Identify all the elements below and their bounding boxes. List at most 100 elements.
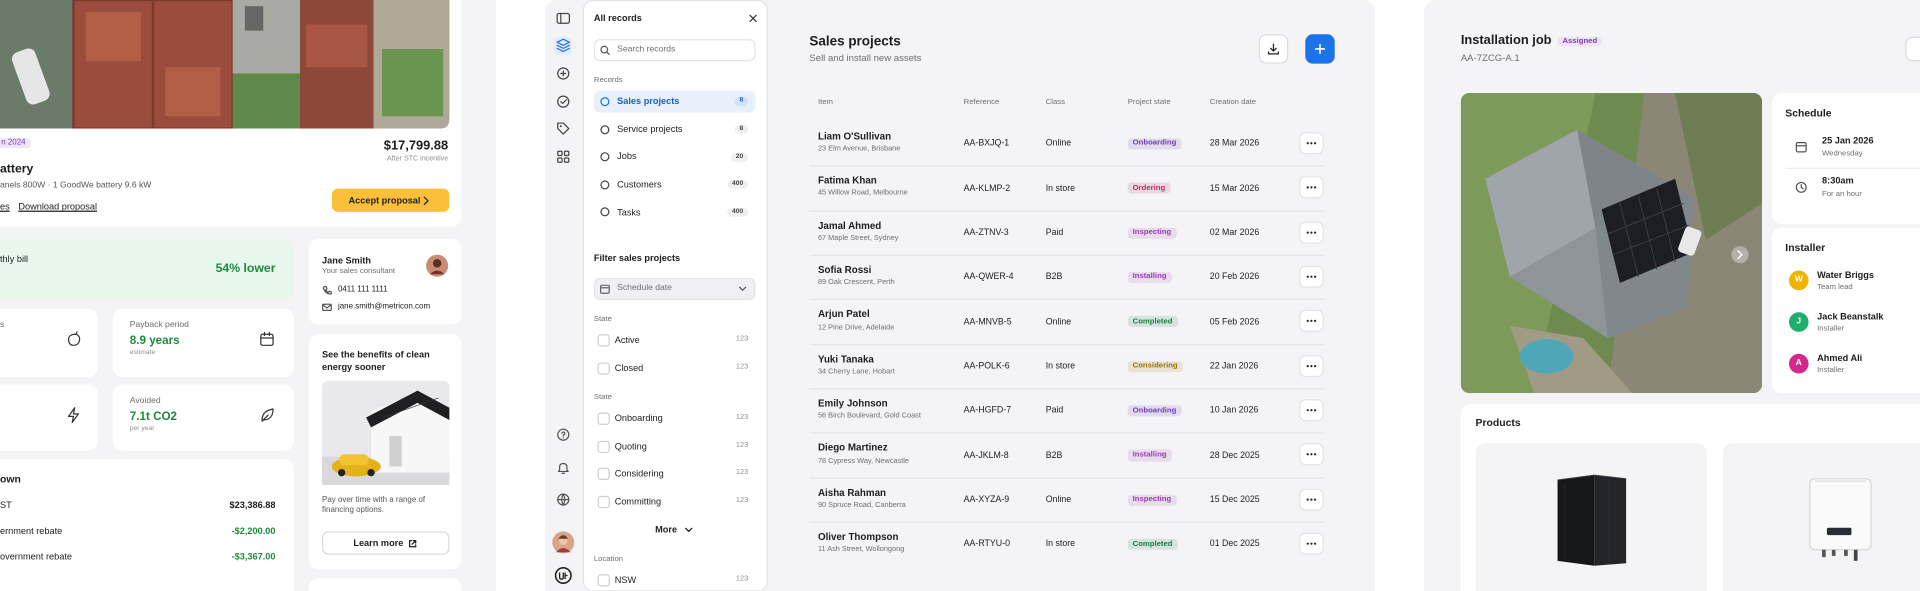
row-class: Paid	[1045, 404, 1064, 416]
filter-option[interactable]: NSW	[614, 574, 637, 586]
row-date: 15 Dec 2025	[1209, 493, 1260, 505]
filter-option[interactable]: Onboarding	[614, 412, 663, 424]
row-name: Aisha Rahman	[817, 486, 887, 498]
divider	[1785, 167, 1920, 169]
option-count: 123	[735, 363, 749, 371]
schedule-duration: For an hour	[1822, 189, 1862, 199]
item-count: 400	[727, 207, 749, 217]
breakdown-label: overnment rebate	[0, 551, 72, 563]
chevron	[423, 196, 429, 206]
checkbox[interactable]	[597, 495, 610, 508]
option-count: 123	[735, 441, 749, 449]
installer-name: Jack Beanstalk	[1817, 311, 1884, 323]
breakdown-value: -$2,200.00	[231, 525, 276, 537]
close-icon	[749, 14, 757, 23]
row-name: Arjun Patel	[817, 308, 870, 320]
column-header: Project state	[1127, 97, 1171, 107]
promo-title: See the benefits of clean energy sooner	[322, 349, 430, 373]
item-count: 400	[727, 180, 749, 190]
filter-option[interactable]: Committing	[614, 495, 662, 507]
state-badge: Considering	[1127, 360, 1183, 373]
proposal-specs: anels 800W · 1 GoodWe battery 9.6 kW	[0, 181, 152, 191]
nav-item[interactable]: Jobs	[617, 150, 637, 163]
search-box[interactable]	[593, 39, 756, 62]
nav-item[interactable]: Service projects	[617, 123, 683, 135]
job-reference: AA-7ZCG-A.1	[1460, 52, 1520, 64]
checkbox[interactable]	[597, 440, 610, 453]
avatar-initial: J	[1796, 317, 1802, 327]
button-label[interactable]: Accept proposal	[348, 194, 421, 206]
filter-option[interactable]: Quoting	[614, 440, 647, 452]
avatar-initial: W	[1794, 276, 1803, 285]
stat-card	[112, 384, 294, 451]
row-reference: AA-ZTNV-3	[963, 226, 1009, 238]
checkbox[interactable]	[597, 334, 610, 347]
option-count: 123	[735, 496, 749, 504]
link[interactable]: es	[0, 200, 10, 212]
row-divider	[809, 477, 1324, 479]
accept-button[interactable]	[331, 188, 450, 212]
chevron	[738, 286, 747, 291]
row-name: Yuki Tanaka	[817, 353, 874, 365]
schedule-card	[1771, 93, 1920, 225]
breakdown-value: -$3,367.00	[231, 551, 276, 563]
nav-item[interactable]: Tasks	[617, 206, 641, 218]
row-class: Online	[1045, 137, 1072, 149]
row-address: 45 Willow Road, Melbourne	[817, 190, 908, 198]
row-reference: AA-BXJQ-1	[963, 137, 1010, 149]
more-button[interactable]: More	[655, 524, 678, 536]
promo-text: Pay over time with a range of financing …	[322, 495, 426, 515]
schedule-time: 8:30am	[1822, 175, 1854, 187]
state-badge: Inspecting	[1127, 494, 1177, 506]
nav-item[interactable]: Customers	[617, 178, 662, 190]
checkbox[interactable]	[597, 412, 610, 425]
checkbox[interactable]	[597, 467, 610, 481]
checkbox[interactable]	[597, 574, 610, 587]
card-title: Schedule	[1785, 107, 1832, 120]
filter-option[interactable]: Closed	[614, 361, 644, 374]
row-reference: AA-JKLM-8	[963, 449, 1009, 461]
dropdown[interactable]	[593, 277, 756, 301]
nav-icon	[556, 38, 571, 53]
breakdown-title: own	[0, 473, 21, 486]
row-name: Jamal Ahmed	[817, 219, 882, 231]
state-badge: Inspecting	[1127, 227, 1177, 239]
stat-value: 8.9 years	[129, 334, 180, 348]
link[interactable]: Download proposal	[18, 200, 98, 212]
row-date: 22 Jan 2026	[1209, 360, 1259, 372]
more-icon	[1306, 542, 1317, 545]
bill-card	[0, 238, 294, 301]
stat-note: per year	[129, 425, 155, 433]
learn-more-button[interactable]	[322, 531, 450, 555]
row-divider	[809, 388, 1324, 390]
filter-option[interactable]: Active	[614, 334, 640, 346]
row-address: 89 Oak Crescent, Perth	[817, 279, 895, 287]
row-date: 15 Mar 2026	[1209, 182, 1260, 194]
row-divider	[809, 521, 1324, 523]
filter-option[interactable]: Considering	[614, 467, 664, 479]
row-class: Online	[1045, 315, 1072, 327]
active-item-bg[interactable]	[593, 90, 756, 113]
checkbox[interactable]	[597, 361, 610, 375]
nav-item[interactable]: Sales projects	[617, 95, 680, 107]
installer-name: Water Briggs	[1817, 269, 1874, 281]
item-icon	[600, 97, 610, 107]
download-icon	[1267, 43, 1279, 55]
user-avatar	[552, 531, 575, 554]
row-divider	[809, 210, 1324, 212]
date-badge: n 2024	[0, 138, 31, 149]
stat-label: Payback period	[129, 321, 189, 330]
calendar-icon	[260, 331, 274, 346]
more-icon	[1306, 364, 1317, 367]
edit-button[interactable]	[1905, 36, 1920, 62]
calendar-icon	[600, 284, 610, 294]
row-name: Oliver Thompson	[817, 531, 899, 543]
button-label[interactable]: Learn more	[353, 537, 404, 549]
column-header: Reference	[963, 97, 1000, 107]
row-reference: AA-HGFD-7	[963, 404, 1012, 416]
item-icon	[600, 180, 610, 190]
column-header: Item	[817, 97, 833, 107]
page-title: Sales projects	[809, 34, 901, 49]
option-count: 123	[735, 469, 749, 477]
